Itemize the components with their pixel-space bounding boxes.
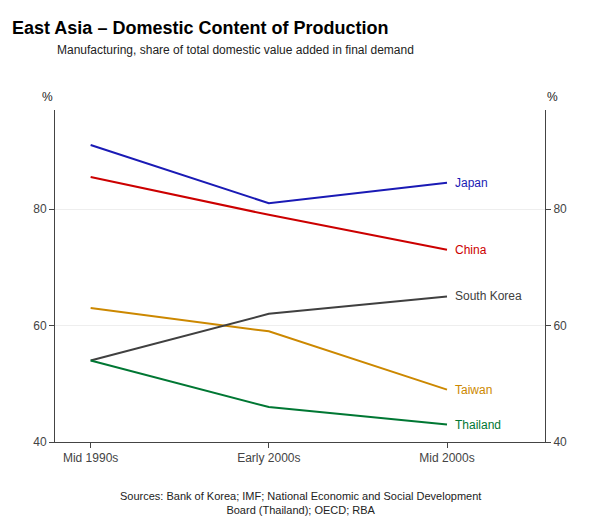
svg-text:80: 80 — [553, 202, 567, 216]
svg-text:Mid 1990s: Mid 1990s — [63, 451, 118, 465]
svg-text:%: % — [547, 90, 558, 104]
svg-text:China: China — [455, 243, 487, 257]
svg-text:60: 60 — [553, 319, 567, 333]
svg-text:Sources: Bank of Korea; IMF; N: Sources: Bank of Korea; IMF; National Ec… — [120, 490, 481, 516]
svg-text:East Asia – Domestic Content o: East Asia – Domestic Content of Producti… — [12, 18, 388, 38]
svg-text:Manufacturing, share of total: Manufacturing, share of total domestic v… — [57, 43, 414, 57]
svg-text:40: 40 — [33, 435, 47, 449]
svg-text:Early 2000s: Early 2000s — [237, 451, 300, 465]
svg-text:Thailand: Thailand — [455, 418, 501, 432]
svg-text:%: % — [42, 90, 53, 104]
svg-text:80: 80 — [33, 202, 47, 216]
svg-text:40: 40 — [553, 435, 567, 449]
svg-text:Japan: Japan — [455, 176, 488, 190]
svg-text:Taiwan: Taiwan — [455, 383, 492, 397]
svg-text:60: 60 — [33, 319, 47, 333]
svg-text:Mid 2000s: Mid 2000s — [419, 451, 474, 465]
svg-text:South Korea: South Korea — [455, 289, 522, 303]
